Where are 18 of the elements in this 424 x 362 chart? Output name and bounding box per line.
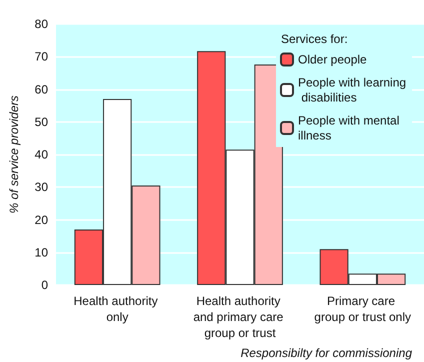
x-tick-label: Health authority and primary care group or trust [193, 294, 287, 340]
y-tick-label: 80 [34, 17, 48, 31]
y-tick-label: 60 [34, 82, 48, 96]
legend-label: Older people [298, 52, 368, 66]
y-axis-title: % of service providers [7, 95, 21, 214]
y-tick-label: 40 [34, 148, 48, 162]
x-axis-title: Responsibilty for commissioning [240, 346, 412, 360]
y-tick-label: 0 [41, 278, 48, 292]
x-tick-label: Health authority only [74, 294, 162, 324]
y-tick-label: 50 [34, 114, 48, 129]
x-tick-label: Primary care group or trust only [314, 294, 412, 324]
y-tick-label: 10 [34, 245, 48, 260]
legend-label: People with mental illness [298, 114, 403, 142]
legend-label: People with learning disabilities [298, 76, 406, 104]
y-tick-label: 70 [34, 50, 48, 64]
y-tick-label: 30 [34, 180, 48, 194]
legend-title: Services for: [281, 32, 348, 46]
y-tick-label: 20 [34, 212, 48, 227]
